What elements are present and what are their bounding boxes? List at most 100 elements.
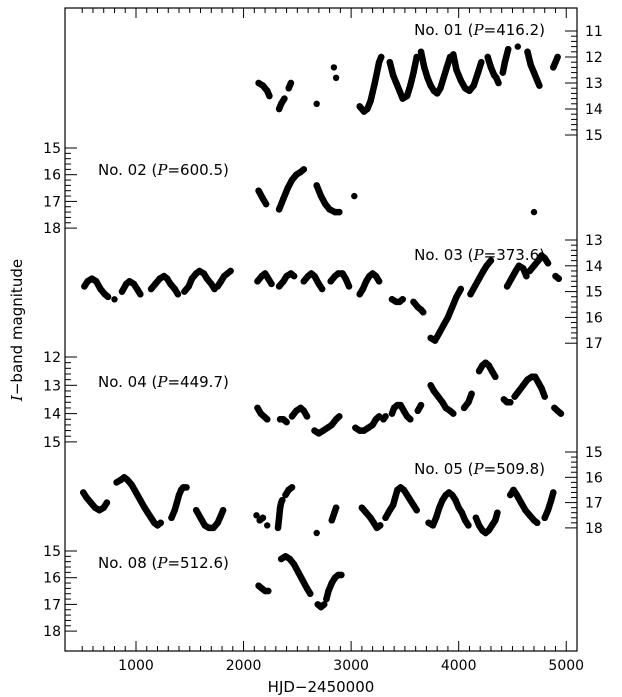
- x-tick-label: 1000: [118, 658, 154, 674]
- data-point: [83, 494, 90, 501]
- data-point: [351, 192, 358, 200]
- data-point: [437, 85, 444, 92]
- data-point: [356, 103, 363, 110]
- data-point: [254, 278, 261, 285]
- panel-label-prefix: No. 02 (: [98, 161, 157, 179]
- data-point: [363, 509, 370, 516]
- data-point: [507, 399, 514, 406]
- data-point: [488, 367, 496, 375]
- data-point: [531, 373, 539, 380]
- data-point: [288, 413, 296, 420]
- data-point: [400, 486, 407, 494]
- data-point: [495, 79, 502, 87]
- data-point: [171, 507, 178, 514]
- data-point: [262, 200, 270, 208]
- data-point: [388, 410, 396, 417]
- data-point: [487, 64, 495, 71]
- data-point: [536, 82, 543, 89]
- data-point: [181, 288, 188, 295]
- data-point: [259, 82, 267, 89]
- data-point: [534, 519, 541, 526]
- y-tick-label: 13: [43, 378, 61, 394]
- panel-08: 15 16 17 18 No. 08 (P=512.6): [43, 544, 345, 640]
- y-tick-label: 13: [585, 233, 603, 249]
- data-point: [288, 484, 296, 491]
- y-tick-label: 16: [43, 571, 61, 587]
- data-point: [168, 514, 175, 521]
- data-point: [410, 501, 417, 509]
- y-tick-label: 15: [43, 435, 61, 451]
- data-point: [372, 272, 380, 280]
- data-point: [488, 522, 496, 529]
- data-point: [268, 280, 275, 288]
- panel-label-suffix: =373.6): [484, 246, 545, 264]
- data-point: [137, 496, 144, 504]
- data-point: [510, 486, 517, 494]
- y-tick-label: 17: [585, 336, 603, 352]
- data-point: [466, 87, 473, 95]
- data-point: [321, 601, 328, 608]
- data-point: [300, 407, 307, 414]
- y-tick-label: 15: [43, 141, 61, 157]
- data-point: [275, 514, 283, 521]
- data-point: [550, 489, 557, 496]
- data-point: [367, 514, 374, 521]
- data-point: [264, 522, 271, 529]
- panel-label-08: No. 08 (P=512.6): [98, 554, 229, 572]
- data-point: [197, 514, 204, 521]
- data-point: [396, 87, 403, 95]
- y-axis-title-rest: −band magnitude: [8, 259, 26, 395]
- data-point: [183, 484, 190, 491]
- y-axis-title: I−band magnitude: [8, 259, 26, 402]
- data-point: [200, 270, 207, 277]
- data-point: [318, 285, 326, 293]
- data-point: [555, 275, 562, 282]
- data-point: [375, 278, 383, 285]
- data-point: [421, 64, 428, 71]
- data-point: [436, 329, 443, 337]
- data-point: [389, 72, 397, 79]
- data-point: [458, 509, 466, 516]
- data-point: [147, 285, 155, 293]
- panel-label-04: No. 04 (P=449.7): [98, 373, 229, 391]
- data-point: [507, 491, 514, 499]
- data-point: [193, 507, 200, 514]
- data-point: [327, 278, 334, 285]
- data-point: [450, 51, 457, 58]
- data-point: [217, 512, 225, 519]
- data-point: [137, 291, 144, 298]
- y-tick-label: 18: [43, 624, 61, 640]
- data-point: [382, 514, 389, 521]
- data-point: [524, 48, 531, 55]
- data-point: [485, 527, 492, 534]
- data-point: [328, 579, 335, 587]
- data-point: [468, 390, 475, 397]
- data-point: [427, 82, 434, 89]
- data-point: [505, 46, 512, 53]
- data-point: [550, 64, 557, 71]
- data-point: [467, 291, 474, 298]
- data-point: [392, 494, 399, 501]
- data-point: [544, 260, 552, 267]
- data-point: [303, 413, 311, 420]
- data-point: [313, 182, 320, 189]
- data-point: [185, 283, 192, 290]
- data-point: [523, 272, 530, 280]
- data-point: [210, 524, 217, 532]
- light-curve-segment: [275, 166, 308, 213]
- panel-label-period-symbol: P: [473, 246, 485, 264]
- data-point: [174, 291, 182, 298]
- y-tick-label: 17: [43, 194, 61, 210]
- y-tick-label: 16: [585, 470, 603, 486]
- data-point: [264, 416, 271, 423]
- y-tick-label: 15: [585, 445, 603, 461]
- data-point: [541, 393, 548, 400]
- data-point: [457, 285, 464, 293]
- data-point: [453, 293, 460, 300]
- panel-label-suffix: =449.7): [167, 373, 228, 391]
- panel-label-03: No. 03 (P=373.6): [414, 246, 545, 264]
- data-point: [399, 296, 406, 303]
- y-tick-label: 17: [585, 496, 603, 512]
- data-point: [104, 293, 112, 300]
- x-tick-label: 5000: [548, 658, 584, 674]
